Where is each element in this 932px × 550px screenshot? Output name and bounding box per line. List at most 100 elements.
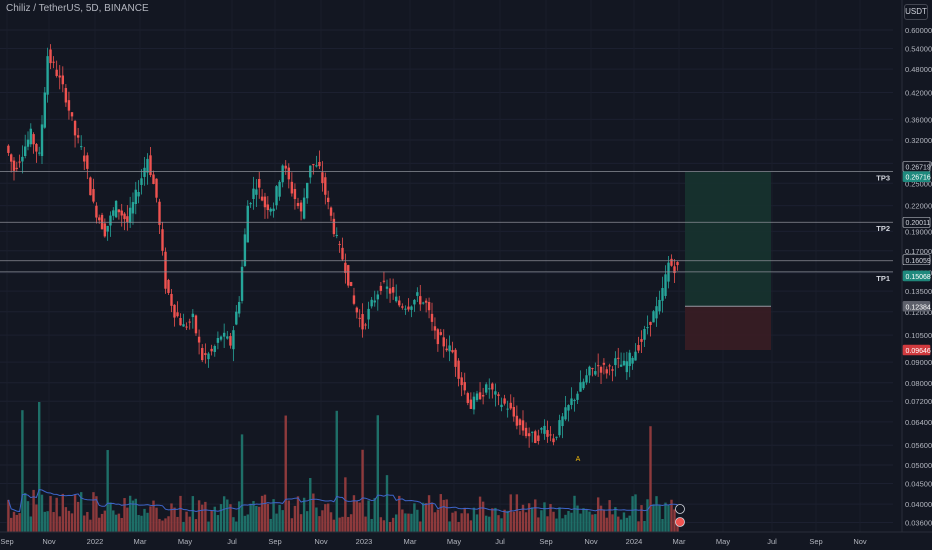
volume-bar — [86, 511, 89, 532]
volume-bar — [661, 518, 664, 532]
volume-bar — [312, 493, 315, 532]
candle-body — [73, 120, 77, 136]
volume-bar — [379, 517, 383, 532]
candle-body — [358, 317, 361, 319]
candle-body — [582, 381, 585, 389]
candle-body — [472, 396, 476, 410]
candle-body — [424, 300, 428, 303]
candle-body — [21, 156, 24, 162]
volume-bar — [293, 505, 297, 532]
volume-bar — [12, 511, 16, 532]
volume-bar — [321, 510, 324, 532]
candle-body — [388, 288, 392, 294]
candle-body — [179, 318, 182, 326]
candle-body — [614, 358, 617, 366]
volume-bar — [549, 503, 552, 532]
time-tick-label: Sep — [0, 537, 13, 546]
volume-bar — [10, 517, 13, 532]
volume-bar — [424, 503, 428, 532]
candle-body — [117, 209, 121, 213]
volume-bar — [137, 515, 140, 532]
volume-bar — [281, 510, 284, 532]
candle-body — [246, 205, 249, 243]
candle-body — [617, 357, 620, 359]
candle-body — [524, 427, 528, 437]
time-tick-label: May — [716, 537, 730, 546]
volume-bar — [29, 516, 32, 532]
price-tick-label: 0.05600 — [905, 441, 932, 450]
candle-body — [155, 178, 158, 198]
candle-body — [430, 313, 434, 322]
volume-bar — [427, 495, 431, 532]
candle-body — [185, 326, 188, 328]
candle-body — [10, 154, 13, 162]
volume-bar — [364, 516, 367, 532]
volume-bar — [445, 499, 448, 532]
event-marker: A — [576, 456, 581, 463]
price-tick-label: 0.10500 — [905, 331, 932, 340]
volume-bar — [500, 518, 503, 532]
candle-body — [210, 348, 213, 352]
volume-bar — [126, 507, 129, 532]
candle-body — [469, 399, 473, 409]
candle-body — [478, 392, 482, 400]
price-tag — [902, 216, 931, 228]
price-tick-label: 0.08000 — [905, 379, 932, 388]
candle-body — [176, 312, 179, 317]
candle-body — [281, 165, 284, 183]
price-tick-label: 0.54000 — [905, 44, 932, 53]
volume-bar — [640, 505, 643, 532]
candle-body — [152, 174, 155, 185]
candle-body — [318, 161, 321, 167]
candle-body — [573, 399, 576, 401]
volume-bar — [485, 515, 488, 532]
candle-body — [255, 189, 258, 195]
volume-bar — [585, 509, 588, 532]
candle-body — [540, 428, 543, 430]
candle-body — [131, 202, 135, 214]
volume-ma-line — [7, 489, 678, 513]
candle-body — [194, 315, 198, 334]
candle-body — [332, 218, 336, 235]
volume-bar — [176, 516, 179, 532]
price-tick-label: 0.09000 — [905, 358, 932, 367]
volume-bar — [398, 495, 401, 532]
candle-body — [518, 419, 522, 426]
volume-bar — [370, 518, 373, 532]
volume-bar — [543, 502, 546, 532]
volume-bar — [491, 508, 494, 532]
candle-body — [625, 361, 629, 373]
candle-body — [433, 326, 437, 331]
time-tick-label: Sep — [539, 537, 552, 546]
volume-bar — [588, 511, 591, 532]
candle-body — [652, 311, 655, 323]
price-tick-label: 0.32000 — [905, 136, 932, 145]
volume-bar — [89, 519, 92, 532]
volume-bar — [475, 514, 479, 532]
volume-bar — [531, 507, 534, 532]
volume-bar — [442, 499, 445, 532]
volume-bar — [158, 518, 161, 532]
candle-body — [252, 188, 255, 200]
volume-bar — [194, 519, 198, 532]
time-tick-label: 2023 — [356, 537, 373, 546]
candle-body — [7, 145, 10, 153]
candle-body — [329, 207, 333, 216]
currency-button[interactable]: USDT — [904, 4, 928, 20]
candle-body — [146, 158, 149, 173]
volume-bar — [143, 508, 146, 532]
candle-body — [229, 336, 232, 346]
candle-body — [232, 330, 235, 350]
volume-bar — [540, 510, 543, 532]
candle-body — [649, 321, 652, 325]
volume-bar — [109, 502, 112, 532]
candle-body — [385, 286, 389, 289]
time-tick-label: Sep — [809, 537, 822, 546]
time-tick-label: May — [447, 537, 461, 546]
volume-bar — [611, 514, 614, 532]
price-tag — [902, 171, 931, 182]
candle-body — [527, 433, 531, 437]
volume-bar — [173, 507, 176, 532]
volume-bar — [488, 516, 491, 532]
